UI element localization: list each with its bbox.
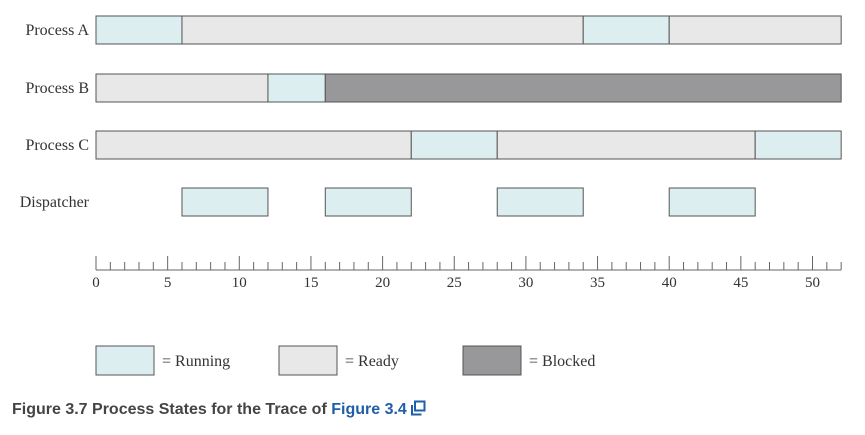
segment-ready: [95, 130, 412, 160]
row-process-a: Process A: [25, 15, 842, 45]
legend: = Running = Ready = Blocked: [95, 345, 595, 376]
tick-label: 0: [92, 275, 100, 291]
row-label-process-b: Process B: [25, 80, 89, 97]
row-label-process-a: Process A: [25, 22, 89, 39]
legend-label-running: = Running: [162, 353, 230, 370]
legend-label-blocked: = Blocked: [529, 353, 595, 370]
tick-label: 35: [590, 275, 605, 291]
row-dispatcher: Dispatcher: [20, 187, 756, 217]
legend-swatch-running: [95, 345, 155, 376]
segment-running: [95, 15, 183, 45]
process-state-chart: Process A Process B Process C Dispatcher 0 5 1…: [20, 15, 842, 376]
tick-label: 40: [662, 275, 677, 291]
segment-running: [668, 187, 756, 217]
caption-text: Figure 3.7 Process States for the Trace …: [12, 401, 332, 418]
segment-running: [754, 130, 842, 160]
tick-label: 15: [303, 275, 318, 291]
row-label-dispatcher: Dispatcher: [20, 194, 90, 211]
segment-running: [410, 130, 498, 160]
tick-label: 25: [447, 275, 462, 291]
segment-ready: [181, 15, 584, 45]
segment-running: [496, 187, 584, 217]
row-process-b: Process B: [25, 73, 842, 103]
segment-running: [181, 187, 269, 217]
tick-label: 5: [164, 275, 172, 291]
segment-ready: [668, 15, 842, 45]
segment-ready: [496, 130, 756, 160]
row-label-process-c: Process C: [25, 137, 89, 154]
segment-ready: [95, 73, 269, 103]
tick-label: 30: [518, 275, 533, 291]
segment-running: [324, 187, 412, 217]
figure-link[interactable]: Figure 3.4: [331, 401, 407, 418]
segment-running: [582, 15, 670, 45]
segment-blocked: [324, 73, 842, 103]
legend-swatch-ready: [278, 345, 338, 376]
row-process-c: Process C: [25, 130, 842, 160]
external-link-icon[interactable]: [410, 400, 426, 416]
tick-label: 20: [375, 275, 390, 291]
tick-label: 45: [733, 275, 748, 291]
tick-label: 10: [232, 275, 247, 291]
time-axis: 0 5 10 15 20 25 30 35 40 45 50: [92, 256, 842, 291]
tick-label: 50: [805, 275, 820, 291]
legend-label-ready: = Ready: [345, 353, 399, 370]
figure-caption: Figure 3.7 Process States for the Trace …: [12, 400, 426, 419]
legend-swatch-blocked: [462, 345, 522, 376]
segment-running: [267, 73, 326, 103]
